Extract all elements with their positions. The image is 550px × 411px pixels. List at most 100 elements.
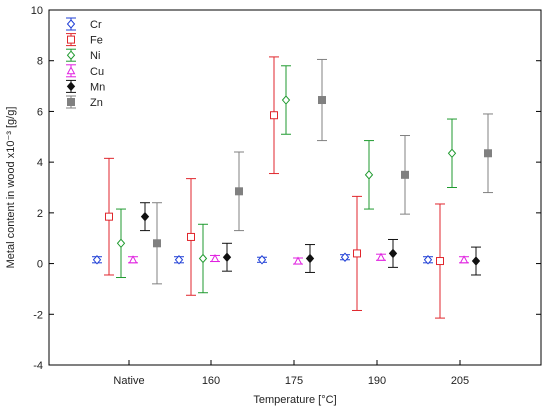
legend-box (58, 17, 114, 109)
data-marks (92, 56, 493, 319)
legend-item-cu: Cu (66, 64, 104, 78)
data-point-zn (152, 202, 162, 285)
data-point-mn (388, 238, 398, 268)
marker-ni (198, 253, 208, 264)
marker-mn (140, 211, 150, 222)
legend-marker-fe (67, 35, 75, 44)
marker-zn (484, 149, 492, 158)
y-tick-label: 4 (37, 157, 43, 169)
data-point-zn (483, 113, 493, 194)
legend-item-mn: Mn (66, 79, 105, 93)
y-axis-title: Metal content in wood x10⁻³ [g/g] (5, 107, 17, 269)
data-point-mn (305, 244, 315, 273)
data-point-cr (174, 255, 184, 265)
marker-ni (447, 148, 457, 159)
data-point-cr (340, 252, 350, 262)
marker-cu (128, 255, 138, 264)
x-axis: Native 160 175 190 205 (113, 360, 469, 387)
marker-fe (436, 257, 444, 266)
data-point-ni (364, 140, 374, 210)
data-point-ni (447, 118, 457, 188)
marker-cr (257, 255, 267, 265)
legend-label: Ni (90, 50, 100, 62)
legend-marker-ni (66, 50, 76, 60)
marker-cu (459, 255, 469, 264)
marker-cr (174, 255, 184, 265)
data-point-cr (257, 255, 267, 265)
marker-cr (423, 255, 433, 265)
legend-item-cr: Cr (66, 17, 102, 31)
y-tick-label: 6 (37, 106, 43, 118)
marker-mn (222, 252, 232, 262)
y-tick-label: -2 (33, 309, 43, 321)
x-tick-label: Native (113, 375, 144, 387)
data-point-fe (435, 203, 445, 319)
data-point-zn (234, 151, 244, 232)
legend-marker-zn (67, 98, 75, 106)
x-tick-label: 175 (285, 375, 303, 387)
marker-cu (293, 256, 303, 265)
data-point-ni (281, 65, 291, 135)
legend-item-ni: Ni (66, 48, 100, 62)
marker-fe (105, 212, 113, 221)
marker-zn (153, 239, 161, 248)
y-axis: -4 -2 0 2 4 6 8 10 (31, 5, 541, 372)
legend-marker-cu (66, 66, 76, 75)
data-point-cr (423, 255, 433, 265)
data-point-cu (293, 256, 303, 265)
data-point-mn (471, 246, 481, 276)
legend-label: Cr (90, 19, 102, 31)
marker-ni (364, 170, 374, 180)
marker-zn (318, 96, 326, 105)
legend-item-zn: Zn (66, 95, 103, 109)
data-point-mn (222, 242, 232, 272)
marker-mn (305, 253, 315, 264)
data-point-zn (400, 135, 410, 215)
legend: Cr Fe Ni Cu Mn Zn (58, 17, 114, 109)
marker-mn (471, 256, 481, 266)
marker-fe (187, 232, 195, 241)
marker-ni (281, 95, 291, 105)
x-tick-label: 205 (451, 375, 469, 387)
legend-label: Mn (90, 81, 105, 93)
data-point-cu (128, 255, 138, 264)
marker-fe (270, 111, 278, 120)
data-point-ni (198, 223, 208, 294)
data-point-fe (269, 56, 279, 175)
marker-zn (235, 187, 243, 196)
legend-label: Cu (90, 66, 104, 78)
data-point-mn (140, 202, 150, 232)
legend-label: Fe (90, 35, 103, 47)
legend-item-fe: Fe (66, 33, 103, 47)
data-point-fe (352, 195, 362, 311)
marker-fe (353, 249, 361, 258)
y-tick-label: 0 (37, 259, 43, 271)
x-axis-title: Temperature [°C] (253, 394, 336, 406)
data-point-cu (376, 252, 386, 261)
legend-marker-cr (66, 19, 76, 29)
data-point-ni (116, 208, 126, 279)
marker-ni (116, 238, 126, 249)
x-tick-label: 190 (368, 375, 386, 387)
data-point-zn (317, 58, 327, 142)
data-point-fe (186, 178, 196, 296)
marker-cr (340, 252, 350, 262)
y-tick-label: 10 (31, 5, 43, 17)
y-tick-label: 2 (37, 208, 43, 220)
data-point-cu (210, 253, 220, 263)
legend-marker-mn (66, 81, 76, 92)
marker-cr (92, 255, 102, 265)
marker-mn (388, 248, 398, 259)
y-tick-label: 8 (37, 56, 43, 68)
marker-cu (376, 252, 386, 261)
data-point-cr (92, 255, 102, 265)
x-tick-label: 160 (202, 375, 220, 387)
plot-frame (48, 9, 542, 366)
data-point-fe (104, 157, 114, 276)
legend-label: Zn (90, 97, 103, 109)
marker-zn (401, 170, 409, 179)
y-tick-label: -4 (33, 360, 43, 372)
marker-cu (210, 253, 220, 262)
data-point-cu (459, 255, 469, 264)
